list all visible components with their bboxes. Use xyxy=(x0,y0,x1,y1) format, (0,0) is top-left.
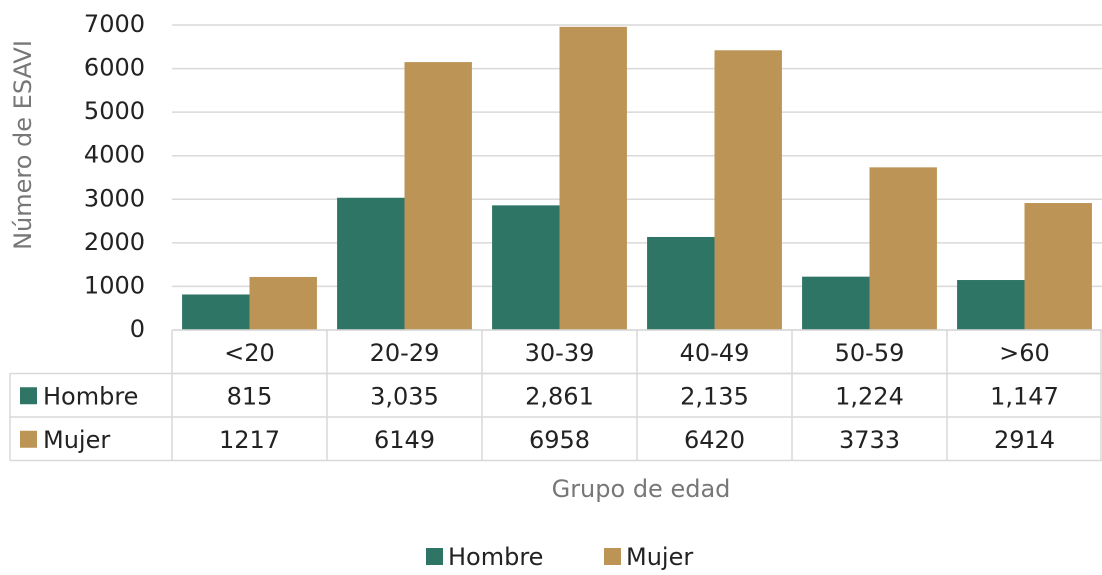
bar xyxy=(802,276,870,330)
bar xyxy=(337,197,405,330)
x-tick-label: 50-59 xyxy=(835,339,905,367)
table-legend-key xyxy=(20,430,37,448)
y-tick-label: 3000 xyxy=(84,184,145,212)
bar xyxy=(647,236,715,330)
table-cell: 2,135 xyxy=(680,382,749,410)
table-cell: 1,147 xyxy=(990,382,1059,410)
table-cell: 3733 xyxy=(839,426,900,454)
y-tick-label: 7000 xyxy=(84,10,145,38)
y-tick-label: 6000 xyxy=(84,54,145,82)
y-tick-label: 5000 xyxy=(84,97,145,125)
x-tick-label: <20 xyxy=(224,339,275,367)
x-tick-label: 20-29 xyxy=(370,339,440,367)
x-tick-label: >60 xyxy=(999,339,1050,367)
y-axis-label: Número de ESAVI xyxy=(9,40,37,250)
bar xyxy=(1024,203,1092,330)
table-cell: 1,224 xyxy=(835,382,904,410)
legend-label: Mujer xyxy=(626,543,693,571)
legend-label: Hombre xyxy=(448,543,543,571)
y-tick-label: 0 xyxy=(130,315,145,343)
table-cell: 1217 xyxy=(219,426,280,454)
table-row-header: Mujer xyxy=(43,426,110,454)
y-tick-label: 2000 xyxy=(84,228,145,256)
bar xyxy=(869,167,937,330)
bar xyxy=(249,276,317,330)
x-tick-label: 30-39 xyxy=(525,339,595,367)
table-cell: 6958 xyxy=(529,426,590,454)
bar xyxy=(714,50,782,331)
table-cell: 3,035 xyxy=(370,382,439,410)
x-axis-label: Grupo de edad xyxy=(552,475,731,503)
table-cell: 6149 xyxy=(374,426,435,454)
table-cell: 6420 xyxy=(684,426,745,454)
y-tick-label: 4000 xyxy=(84,141,145,169)
bar xyxy=(957,280,1025,330)
bar xyxy=(404,62,472,330)
legend-swatch xyxy=(604,548,621,565)
bar xyxy=(559,26,627,331)
bar xyxy=(182,294,250,330)
legend-swatch xyxy=(426,548,443,565)
y-tick-label: 1000 xyxy=(84,271,145,299)
table-cell: 2,861 xyxy=(525,382,594,410)
table-row-header: Hombre xyxy=(43,382,138,410)
table-cell: 2914 xyxy=(994,426,1055,454)
table-legend-key xyxy=(20,387,37,405)
x-tick-label: 40-49 xyxy=(680,339,750,367)
table-cell: 815 xyxy=(227,382,273,410)
bar xyxy=(492,205,560,330)
